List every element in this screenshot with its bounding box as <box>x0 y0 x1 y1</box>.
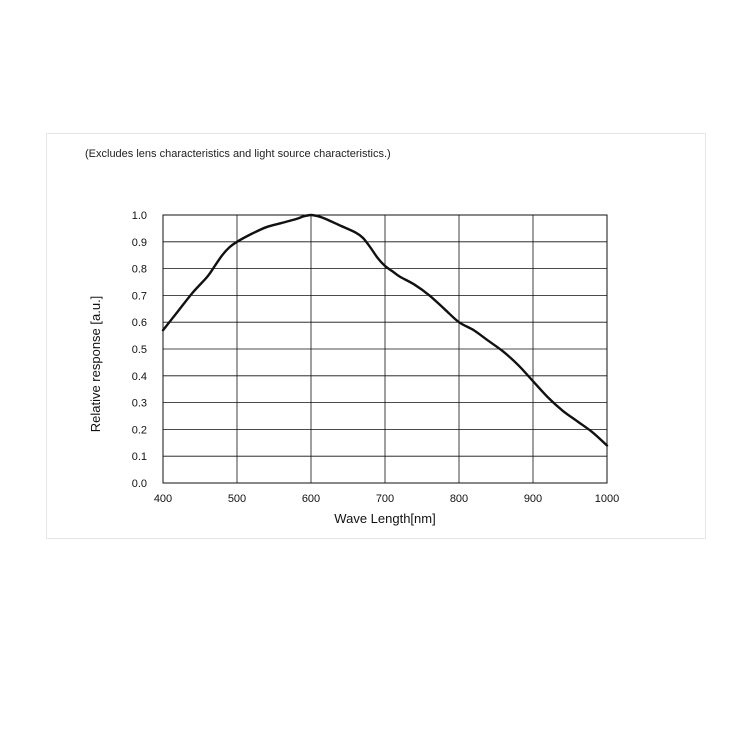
y-tick-label: 0.6 <box>132 317 147 329</box>
plot-border <box>162 214 608 484</box>
chart-frame <box>46 133 706 539</box>
x-tick-label: 400 <box>154 493 172 505</box>
grid <box>162 214 608 484</box>
y-tick-label: 0.3 <box>132 398 147 410</box>
y-tick-label: 0.4 <box>132 371 147 383</box>
chart-note: (Excludes lens characteristics and light… <box>85 148 391 160</box>
y-tick-label: 0.8 <box>132 264 147 276</box>
x-tick-label: 900 <box>524 493 542 505</box>
response-curve <box>161 213 609 447</box>
x-ticks: 400 500 600 700 800 900 1000 <box>154 493 619 505</box>
y-ticks: 0.0 0.1 0.2 0.3 0.4 0.5 0.6 0.7 0.8 0.9 1.0 <box>132 210 147 490</box>
x-tick-label: 800 <box>450 493 468 505</box>
x-tick-label: 600 <box>302 493 320 505</box>
x-tick-label: 700 <box>376 493 394 505</box>
y-tick-label: 1.0 <box>132 210 147 222</box>
y-tick-label: 0.9 <box>132 237 147 249</box>
y-tick-label: 0.0 <box>132 478 147 490</box>
y-tick-label: 0.7 <box>132 290 147 302</box>
y-tick-label: 0.1 <box>132 451 147 463</box>
y-tick-label: 0.2 <box>132 424 147 436</box>
x-tick-label: 500 <box>228 493 246 505</box>
x-axis-label: Wave Length[nm] <box>334 511 435 526</box>
y-axis-label: Relative response [a.u.] <box>88 296 103 433</box>
y-tick-label: 0.5 <box>132 344 147 356</box>
x-tick-label: 1000 <box>595 493 619 505</box>
